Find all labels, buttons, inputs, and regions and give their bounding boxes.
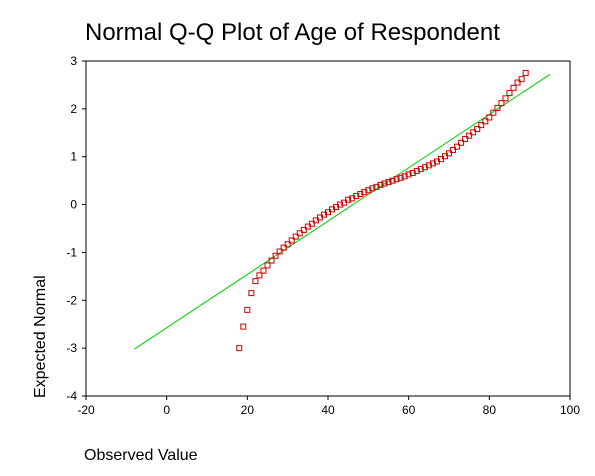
data-point [357, 191, 364, 198]
data-point [361, 189, 368, 196]
plot-area [85, 60, 571, 397]
data-point [365, 187, 372, 194]
data-point [409, 169, 416, 176]
data-point [337, 201, 344, 208]
data-point [397, 174, 404, 181]
data-point [510, 84, 517, 91]
data-point [405, 171, 412, 178]
data-point [264, 262, 271, 269]
y-tick-label: -1 [66, 245, 77, 259]
y-axis-label: Expected Normal [32, 275, 49, 398]
y-axis: 3 2 1 0 -1 -2 -3 -4 [66, 54, 86, 403]
data-points [236, 69, 529, 352]
data-point [494, 104, 501, 111]
data-point [413, 168, 420, 175]
data-point [252, 278, 259, 285]
y-tick-label: -4 [66, 389, 77, 403]
data-point [268, 257, 275, 264]
data-point [417, 166, 424, 173]
data-point [260, 267, 267, 274]
data-point [244, 306, 251, 313]
x-tick-label: 40 [321, 403, 335, 417]
data-point [300, 226, 307, 233]
x-tick-label: 80 [483, 403, 497, 417]
data-point [389, 177, 396, 184]
x-axis: -20 0 20 40 60 80 100 [77, 396, 580, 417]
data-point [454, 143, 461, 150]
data-point [458, 139, 465, 146]
data-point [490, 109, 497, 116]
y-tick-label: 2 [70, 102, 77, 116]
data-point [478, 122, 485, 129]
data-point [446, 150, 452, 157]
data-point [450, 147, 457, 154]
data-point [518, 76, 525, 83]
data-point [470, 129, 477, 136]
data-point [292, 233, 299, 240]
data-point [385, 179, 392, 186]
data-point [466, 132, 473, 139]
data-point [506, 90, 513, 97]
data-point [236, 345, 243, 352]
x-tick-label: -20 [77, 403, 95, 417]
y-tick-label: 3 [70, 54, 77, 68]
data-point [514, 79, 521, 86]
data-point [256, 272, 263, 279]
chart-title: Normal Q-Q Plot of Age of Respondent [85, 19, 500, 46]
x-tick-label: 20 [241, 403, 255, 417]
data-point [421, 164, 428, 171]
data-point [373, 183, 380, 190]
data-point [308, 220, 315, 227]
data-point [296, 230, 303, 237]
x-tick-label: 0 [163, 403, 170, 417]
data-point [240, 323, 247, 330]
x-axis-label: Observed Value [84, 447, 198, 464]
y-tick-label: -3 [66, 341, 77, 355]
data-point [288, 237, 295, 244]
data-point [498, 100, 505, 107]
data-point [345, 196, 352, 203]
data-point [429, 160, 436, 167]
data-point [353, 192, 360, 199]
x-tick-label: 100 [560, 403, 580, 417]
data-point [369, 185, 376, 192]
data-point [482, 118, 489, 125]
data-point [401, 173, 408, 180]
reference-line [134, 73, 551, 350]
data-point [522, 69, 529, 76]
data-point [425, 162, 432, 169]
data-point [377, 181, 384, 188]
y-tick-label: -2 [66, 293, 77, 307]
data-point [284, 241, 291, 248]
x-tick-label: 60 [402, 403, 416, 417]
y-tick-label: 1 [70, 150, 77, 164]
data-point [474, 125, 481, 132]
data-point [486, 114, 493, 121]
data-point [280, 244, 287, 251]
data-point [502, 95, 509, 102]
y-tick-label: 0 [70, 198, 77, 212]
data-point [248, 290, 255, 297]
data-point [276, 248, 283, 255]
data-point [272, 252, 279, 259]
data-point [393, 176, 400, 183]
data-point [381, 180, 388, 187]
data-point [462, 136, 469, 143]
